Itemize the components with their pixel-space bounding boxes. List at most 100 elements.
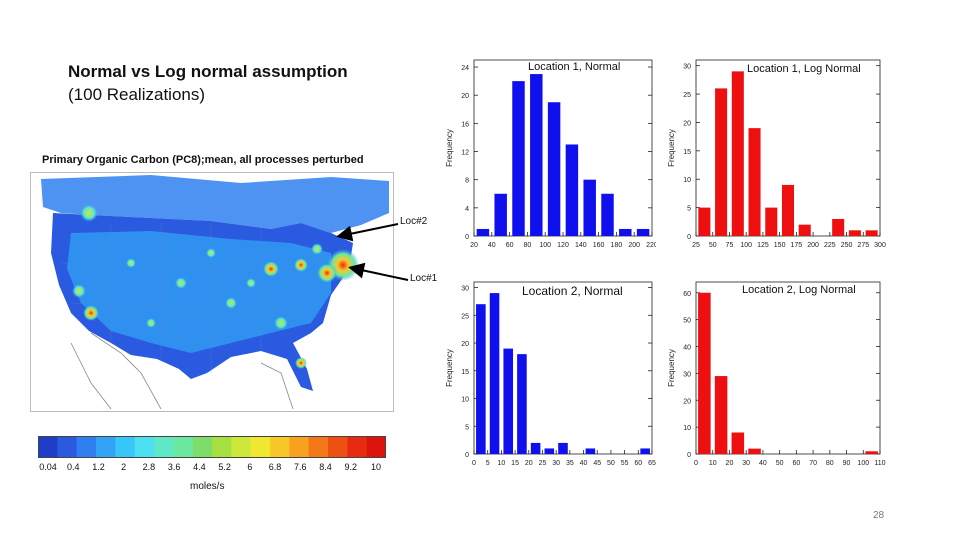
colorbar-swatch — [250, 436, 271, 458]
hist-1-title: Location 1, Normal — [528, 61, 621, 73]
x-tick-label: 90 — [843, 460, 851, 467]
x-tick-label: 40 — [580, 460, 588, 467]
colorbar-tick-label: 3.6 — [167, 462, 181, 472]
y-tick-label: 10 — [683, 177, 691, 184]
slide-subtitle: (100 Realizations) — [68, 85, 206, 104]
x-tick-label: 40 — [759, 460, 767, 467]
y-tick-label: 25 — [683, 92, 691, 99]
histogram-bar — [748, 448, 761, 454]
histogram-bar — [698, 292, 711, 454]
colorbar-tick-label: 8.4 — [319, 462, 332, 472]
y-axis-label: Frequency — [445, 349, 454, 387]
histogram-location2-normal: 0 5 10 15 20 25 30 0 5 10 15 20 25 30 35 40 45 50 55 60 65 Fr… — [445, 281, 656, 467]
histogram-bar — [476, 228, 490, 236]
histogram-bar — [512, 81, 525, 237]
colorbar-swatch — [115, 436, 136, 458]
location-1-label: Loc#1 — [410, 273, 438, 284]
y-tick-label: 20 — [461, 93, 469, 100]
histogram-location2-lognormal: 0 10 20 30 40 50 60 0 10 20 30 40 50 60 70 80 90 100 110 Fr… — [667, 281, 886, 467]
slide-title: Normal vs Log normal assumption — [68, 62, 348, 81]
y-tick-label: 16 — [461, 121, 469, 128]
colorbar-swatch — [366, 436, 386, 458]
colorbar-swatch — [96, 436, 116, 458]
x-tick-label: 35 — [566, 460, 574, 467]
colorbar-tick-label: 2 — [121, 462, 127, 472]
y-tick-label: 10 — [683, 425, 691, 432]
histogram-bar — [748, 128, 761, 236]
x-tick-label: 200 — [807, 242, 819, 249]
map-colorbar — [38, 436, 386, 458]
x-tick-label: 25 — [692, 242, 700, 249]
histogram-bar — [585, 448, 596, 454]
hist-2-title: Location 1, Log Normal — [747, 63, 861, 75]
x-tick-label: 20 — [525, 460, 533, 467]
histogram-bar — [715, 88, 728, 236]
x-tick-label: 125 — [757, 242, 769, 249]
y-tick-label: 8 — [465, 178, 469, 185]
x-tick-label: 50 — [709, 242, 717, 249]
histogram-bar — [565, 144, 579, 236]
y-tick-label: 20 — [683, 120, 691, 127]
histogram-bar — [731, 71, 744, 236]
y-tick-label: 24 — [461, 65, 469, 72]
colorbar-swatch — [57, 436, 78, 458]
y-tick-label: 40 — [683, 345, 691, 352]
x-tick-label: 80 — [826, 460, 834, 467]
emission-map — [30, 172, 394, 412]
histogram-bar — [781, 184, 795, 236]
x-tick-label: 0 — [694, 460, 698, 467]
colorbar-swatch — [192, 436, 213, 458]
canada-region — [41, 175, 389, 233]
colorbar-swatch — [231, 436, 252, 458]
colorbar-swatch — [76, 436, 97, 458]
histogram-bar — [530, 442, 541, 454]
x-tick-label: 50 — [607, 460, 615, 467]
x-tick-label: 60 — [634, 460, 642, 467]
histogram-bar — [636, 228, 650, 236]
y-axis-label: Frequency — [445, 129, 454, 167]
histogram-bar — [494, 193, 507, 236]
x-tick-label: 60 — [792, 460, 800, 467]
colorbar-tick-label: 4.4 — [193, 462, 206, 472]
colorbar-tick-label: 6 — [247, 462, 253, 472]
x-tick-label: 150 — [774, 242, 786, 249]
colorbar-swatch — [173, 436, 194, 458]
x-tick-label: 100 — [539, 242, 551, 249]
x-tick-label: 300 — [874, 242, 886, 249]
histogram-bar — [503, 348, 514, 454]
x-tick-label: 15 — [511, 460, 519, 467]
x-tick-label: 200 — [628, 242, 640, 249]
hist-4-title: Location 2, Log Normal — [742, 284, 856, 296]
x-tick-label: 175 — [791, 242, 803, 249]
plot-frame — [695, 281, 881, 455]
colorbar-swatch — [270, 436, 290, 458]
colorbar-tick-label: 2.8 — [142, 462, 156, 472]
histogram-bar — [731, 432, 745, 454]
x-tick-label: 70 — [809, 460, 817, 467]
x-tick-label: 20 — [470, 242, 478, 249]
y-tick-label: 30 — [683, 371, 691, 378]
y-tick-label: 0 — [687, 452, 691, 459]
x-tick-label: 10 — [709, 460, 717, 467]
y-tick-label: 30 — [461, 286, 469, 293]
colorbar-tick-label: 5.2 — [218, 462, 231, 472]
y-tick-label: 10 — [461, 397, 469, 404]
x-tick-label: 160 — [593, 242, 605, 249]
x-tick-label: 10 — [497, 460, 505, 467]
y-tick-label: 0 — [465, 452, 469, 459]
y-tick-label: 0 — [687, 234, 691, 241]
y-axis-label: Frequency — [667, 349, 676, 387]
colorbar-tick-label: 6.8 — [268, 462, 282, 472]
colorbar-swatch — [134, 436, 155, 458]
x-tick-label: 140 — [575, 242, 587, 249]
x-tick-label: 225 — [824, 242, 836, 249]
colorbar-swatch — [347, 436, 368, 458]
map-title: Primary Organic Carbon (PC8);mean, all p… — [42, 154, 364, 166]
map-graphic — [31, 173, 393, 411]
histogram-bar — [714, 376, 728, 454]
x-tick-label: 0 — [472, 460, 476, 467]
x-tick-label: 110 — [874, 460, 885, 467]
x-tick-label: 60 — [506, 242, 514, 249]
y-tick-label: 15 — [683, 149, 691, 156]
page-number: 28 — [873, 510, 885, 521]
